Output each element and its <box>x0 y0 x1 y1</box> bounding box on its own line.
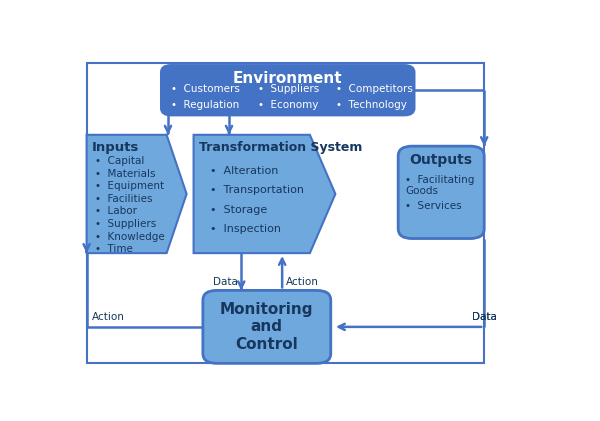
Text: •  Materials: • Materials <box>95 168 155 179</box>
Text: Action: Action <box>92 312 125 322</box>
Text: •  Knowledge: • Knowledge <box>95 232 165 242</box>
Text: Data: Data <box>472 312 497 322</box>
Polygon shape <box>194 135 335 253</box>
Text: •  Customers: • Customers <box>171 84 240 94</box>
Text: •  Services: • Services <box>405 201 462 211</box>
Text: Transformation System: Transformation System <box>199 141 362 154</box>
Text: •  Time: • Time <box>95 244 133 254</box>
Text: Data: Data <box>472 312 497 322</box>
FancyBboxPatch shape <box>161 65 415 115</box>
FancyBboxPatch shape <box>203 290 331 363</box>
Text: •  Suppliers: • Suppliers <box>95 219 156 229</box>
Text: Data: Data <box>212 277 238 287</box>
Text: •  Economy: • Economy <box>258 100 318 110</box>
Text: •  Facilities: • Facilities <box>95 194 152 204</box>
Text: Inputs: Inputs <box>92 141 140 154</box>
FancyBboxPatch shape <box>398 146 484 239</box>
Text: •  Alteration: • Alteration <box>210 165 278 176</box>
Text: Action: Action <box>286 277 319 287</box>
Text: •  Labor: • Labor <box>95 206 137 216</box>
Text: Environment: Environment <box>233 71 343 86</box>
Text: •  Regulation: • Regulation <box>171 100 239 110</box>
Text: •  Equipment: • Equipment <box>95 181 164 191</box>
Text: •  Storage: • Storage <box>210 205 267 215</box>
Text: Outputs: Outputs <box>410 153 473 167</box>
Bar <box>86 64 484 363</box>
Text: •  Facilitating
Goods: • Facilitating Goods <box>405 175 475 196</box>
Text: •  Inspection: • Inspection <box>210 224 281 234</box>
Text: •  Capital: • Capital <box>95 156 145 166</box>
Text: •  Suppliers: • Suppliers <box>258 84 319 94</box>
Text: •  Technology: • Technology <box>337 100 407 110</box>
Text: •  Competitors: • Competitors <box>337 84 413 94</box>
Polygon shape <box>86 135 187 253</box>
Text: •  Transportation: • Transportation <box>210 185 304 195</box>
Text: Monitoring
and
Control: Monitoring and Control <box>220 302 314 352</box>
